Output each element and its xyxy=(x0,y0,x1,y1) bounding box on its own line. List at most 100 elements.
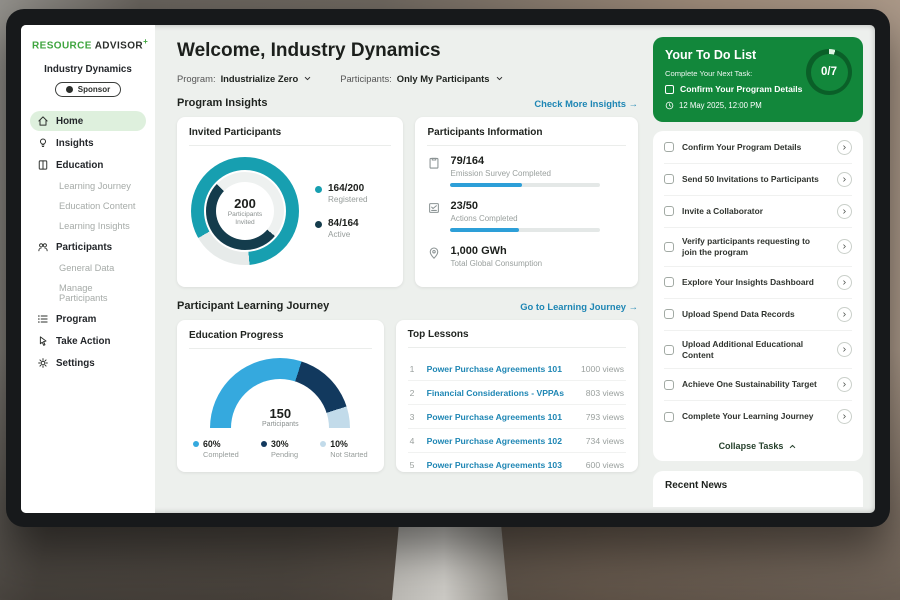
learning-journey-header: Participant Learning Journey Go to Learn… xyxy=(177,300,638,312)
task-chevron-button[interactable] xyxy=(837,377,852,393)
next-task-label: Confirm Your Program Details xyxy=(680,84,803,94)
org-name: Industry Dynamics xyxy=(44,64,132,76)
lesson-link[interactable]: Power Purchase Agreements 101 xyxy=(426,411,562,422)
program-filter[interactable]: Program: Industrialize Zero xyxy=(177,73,312,84)
sidebar-item-participants[interactable]: Participants xyxy=(30,237,146,257)
sidebar-item-home[interactable]: Home xyxy=(30,111,146,132)
chevron-down-icon xyxy=(496,76,502,81)
progress-bar xyxy=(450,228,601,232)
task-row[interactable]: Upload Additional Educational Content xyxy=(664,331,852,370)
todo-title: Your To Do List xyxy=(665,48,757,62)
chevron-right-icon xyxy=(843,279,846,285)
gauge-center-value: 150 xyxy=(269,406,292,421)
lesson-views: 600 views xyxy=(585,459,624,470)
todo-progress-ring: 0/7 xyxy=(806,49,852,95)
stat-label: Total Global Consumption xyxy=(450,259,543,268)
task-checkbox[interactable] xyxy=(664,174,674,185)
task-row[interactable]: Verify participants requesting to join t… xyxy=(664,228,852,267)
chevron-right-icon xyxy=(843,209,846,214)
lesson-link[interactable]: Power Purchase Agreements 101 xyxy=(426,363,562,374)
chevron-right-icon xyxy=(843,382,846,388)
lesson-row: 4 Power Purchase Agreements 102 734 view… xyxy=(407,429,626,453)
sidebar-item-learning-journey[interactable]: Learning Journey xyxy=(30,177,146,195)
monitor-stand xyxy=(392,524,508,600)
sidebar-item-education-content[interactable]: Education Content xyxy=(30,197,146,215)
sidebar-item-insights[interactable]: Insights xyxy=(30,133,146,153)
sidebar-item-take-action[interactable]: Take Action xyxy=(30,331,146,351)
bulb-icon xyxy=(39,138,47,148)
lesson-row: 1 Power Purchase Agreements 101 1000 vie… xyxy=(407,357,626,381)
legend-value: 10% xyxy=(330,439,348,449)
progress-bar-fill xyxy=(450,183,523,187)
participants-information-card: Participants Information 79/164 Emission… xyxy=(415,117,638,287)
stat-row: 1,000 GWh Total Global Consumption xyxy=(427,245,626,273)
chevron-down-icon xyxy=(304,76,311,81)
task-checkbox[interactable] xyxy=(664,277,674,288)
task-row[interactable]: Explore Your Insights Dashboard xyxy=(664,267,852,299)
sidebar-item-label: Education Content xyxy=(59,201,136,212)
task-checkbox[interactable] xyxy=(664,379,674,390)
task-checkbox[interactable] xyxy=(664,241,674,252)
sidebar-item-learning-insights[interactable]: Learning Insights xyxy=(30,217,146,235)
task-row[interactable]: Invite a Collaborator xyxy=(664,196,852,228)
task-label: Confirm Your Program Details xyxy=(682,141,802,152)
task-chevron-button[interactable] xyxy=(837,139,852,155)
next-task-row[interactable]: Confirm Your Program Details xyxy=(665,84,811,95)
task-label: Explore Your Insights Dashboard xyxy=(682,276,814,287)
top-lessons-card: Top Lessons 1 Power Purchase Agreements … xyxy=(395,320,638,472)
sidebar-item-general-data[interactable]: General Data xyxy=(30,259,146,277)
chevron-right-icon xyxy=(843,414,846,420)
task-chevron-button[interactable] xyxy=(837,274,852,290)
legend-value: 60% xyxy=(203,439,221,449)
logo-plus: + xyxy=(143,37,149,46)
sidebar-item-education[interactable]: Education xyxy=(30,155,146,175)
task-chevron-button[interactable] xyxy=(837,306,852,322)
lesson-link[interactable]: Power Purchase Agreements 102 xyxy=(426,435,562,446)
task-checkbox[interactable] xyxy=(664,309,674,320)
task-chevron-button[interactable] xyxy=(837,203,852,219)
legend-value: 164/200 xyxy=(328,183,365,194)
sidebar-item-label: Take Action xyxy=(56,335,111,347)
next-task-checkbox[interactable] xyxy=(665,85,674,94)
task-chevron-button[interactable] xyxy=(837,409,852,425)
sidebar-item-program[interactable]: Program xyxy=(30,309,146,329)
task-row[interactable]: Achieve One Sustainability Target xyxy=(664,369,852,402)
lesson-row: 3 Power Purchase Agreements 101 793 view… xyxy=(407,405,626,429)
sidebar-item-label: Learning Journey xyxy=(59,181,131,192)
collapse-tasks-button[interactable]: Collapse Tasks xyxy=(664,432,852,461)
participants-filter[interactable]: Participants: Only My Participants xyxy=(340,73,503,84)
lesson-rank: 2 xyxy=(409,387,415,398)
donut-center-label: Participants Invited xyxy=(227,210,263,226)
due-row: 12 May 2025, 12:00 PM xyxy=(665,101,851,110)
legend-label: Completed xyxy=(203,450,239,459)
sidebar-item-settings[interactable]: Settings xyxy=(30,353,146,373)
task-checkbox[interactable] xyxy=(664,411,674,422)
chevron-right-icon xyxy=(843,347,846,352)
task-chevron-button[interactable] xyxy=(837,342,852,357)
task-row[interactable]: Complete Your Learning Journey xyxy=(664,401,852,432)
legend-item: 84/164 Active xyxy=(315,218,368,239)
task-row[interactable]: Confirm Your Program Details xyxy=(664,132,852,164)
participants-filter-label: Participants: xyxy=(340,73,392,84)
task-label: Upload Additional Educational Content xyxy=(682,338,804,360)
legend-label: Pending xyxy=(270,450,299,459)
cursor-hand-icon xyxy=(39,336,47,347)
sidebar-item-manage-participants[interactable]: Manage Participants xyxy=(30,279,146,307)
task-chevron-button[interactable] xyxy=(837,239,852,255)
task-chevron-button[interactable] xyxy=(837,171,852,187)
legend-dot xyxy=(315,186,322,193)
go-to-learning-journey-link[interactable]: Go to Learning Journey → xyxy=(520,301,638,312)
task-checkbox[interactable] xyxy=(664,142,674,153)
donut-center-value: 200 xyxy=(234,195,256,211)
main-content: Welcome, Industry Dynamics Program: Indu… xyxy=(155,25,651,513)
check-more-insights-link[interactable]: Check More Insights → xyxy=(534,98,638,109)
lesson-link[interactable]: Power Purchase Agreements 103 xyxy=(426,459,562,470)
sidebar-item-label: Home xyxy=(56,115,84,127)
task-row[interactable]: Upload Spend Data Records xyxy=(664,299,852,331)
task-checkbox[interactable] xyxy=(664,344,674,355)
gauge-center: 150 Participants xyxy=(210,406,350,428)
task-checkbox[interactable] xyxy=(664,206,674,217)
task-row[interactable]: Send 50 Invitations to Participants xyxy=(664,164,852,196)
lesson-link[interactable]: Financial Considerations - VPPAs xyxy=(426,387,565,398)
